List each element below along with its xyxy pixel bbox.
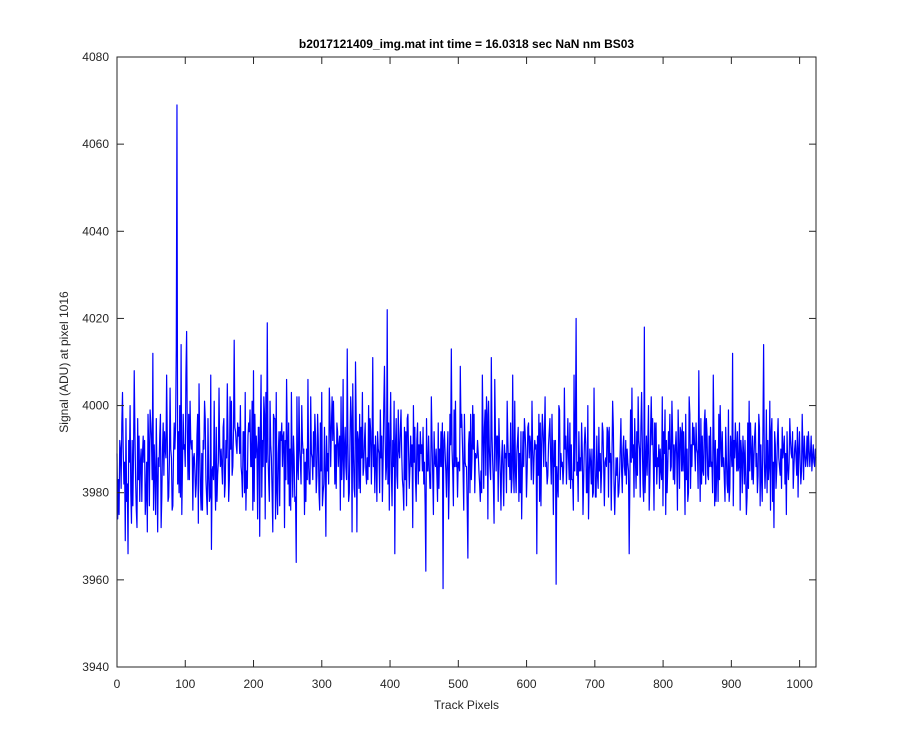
plot-area xyxy=(117,57,816,667)
x-tick-label-4: 400 xyxy=(380,677,400,691)
y-tick-label-0: 3940 xyxy=(82,660,109,674)
axes-box xyxy=(116,56,817,668)
series-layer xyxy=(116,104,817,590)
y-tick-label-3: 4000 xyxy=(82,399,109,413)
y-tick-label-2: 3980 xyxy=(82,486,109,500)
x-axis-label: Track Pixels xyxy=(434,698,499,712)
x-tick-label-8: 800 xyxy=(653,677,673,691)
x-tick-label-1: 100 xyxy=(175,677,195,691)
series-line-0 xyxy=(116,104,817,590)
y-tick-label-1: 3960 xyxy=(82,573,109,587)
x-tick-label-2: 200 xyxy=(244,677,264,691)
x-tick-label-10: 1000 xyxy=(786,677,813,691)
y-tick-label-7: 4080 xyxy=(82,50,109,64)
x-tick-label-0: 0 xyxy=(114,677,121,691)
x-tick-label-7: 700 xyxy=(585,677,605,691)
x-tick-label-9: 900 xyxy=(721,677,741,691)
y-axis-label: Signal (ADU) at pixel 1016 xyxy=(57,291,71,433)
y-tick-label-4: 4020 xyxy=(82,311,109,325)
x-tick-label-5: 500 xyxy=(448,677,468,691)
x-tick-label-6: 600 xyxy=(517,677,537,691)
y-tick-label-6: 4060 xyxy=(82,137,109,151)
y-tick-label-5: 4040 xyxy=(82,224,109,238)
x-tick-label-3: 300 xyxy=(312,677,332,691)
ticks-layer: 0 100 200 300 400 500 600 700 800 900 1000 3940 3960… xyxy=(82,50,816,691)
chart-title: b2017121409_img.mat int time = 16.0318 s… xyxy=(299,37,635,51)
